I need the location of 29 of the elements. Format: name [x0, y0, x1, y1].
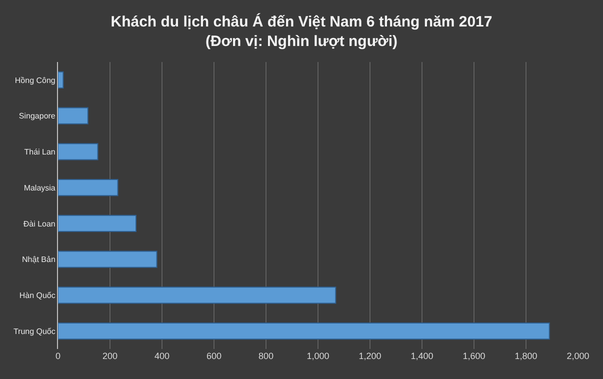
- x-tick-label: 1,200: [358, 351, 382, 361]
- y-tick-label: Malaysia: [24, 183, 56, 192]
- y-tick-label: Đài Loan: [23, 219, 56, 228]
- bar: [58, 178, 118, 196]
- bar: [58, 71, 64, 89]
- bar: [58, 107, 88, 124]
- y-tick-label: Hàn Quốc: [19, 290, 56, 300]
- x-tick-label: 400: [154, 351, 170, 361]
- x-tick-label: 2,000: [566, 351, 590, 361]
- y-tick-label: Thái Lan: [24, 147, 56, 156]
- chart-title: Khách du lịch châu Á đến Việt Nam 6 tháng năm 2017: [110, 12, 492, 31]
- bar: [58, 286, 336, 304]
- y-tick-label: Trung Quốc: [13, 326, 56, 336]
- y-tick-label: Singapore: [18, 112, 56, 121]
- x-tick-label: 800: [258, 351, 274, 361]
- x-tick-label: 1,600: [462, 351, 486, 361]
- x-tick-label: 1,800: [514, 351, 538, 361]
- y-tick-label: Hồng Công: [14, 76, 56, 85]
- y-tick-label: Nhật Bản: [22, 255, 56, 264]
- x-tick-label: 600: [206, 351, 222, 361]
- bar: [58, 322, 550, 340]
- x-tick-label: 200: [102, 351, 118, 361]
- bar: [58, 143, 98, 160]
- x-tick-label: 1,000: [306, 351, 330, 361]
- bar: [58, 250, 158, 268]
- bar: [58, 214, 136, 232]
- x-tick-label: 0: [55, 351, 61, 361]
- x-tick-label: 1,400: [410, 351, 434, 361]
- chart-subtitle: (Đơn vị: Nghìn lượt người): [205, 33, 398, 50]
